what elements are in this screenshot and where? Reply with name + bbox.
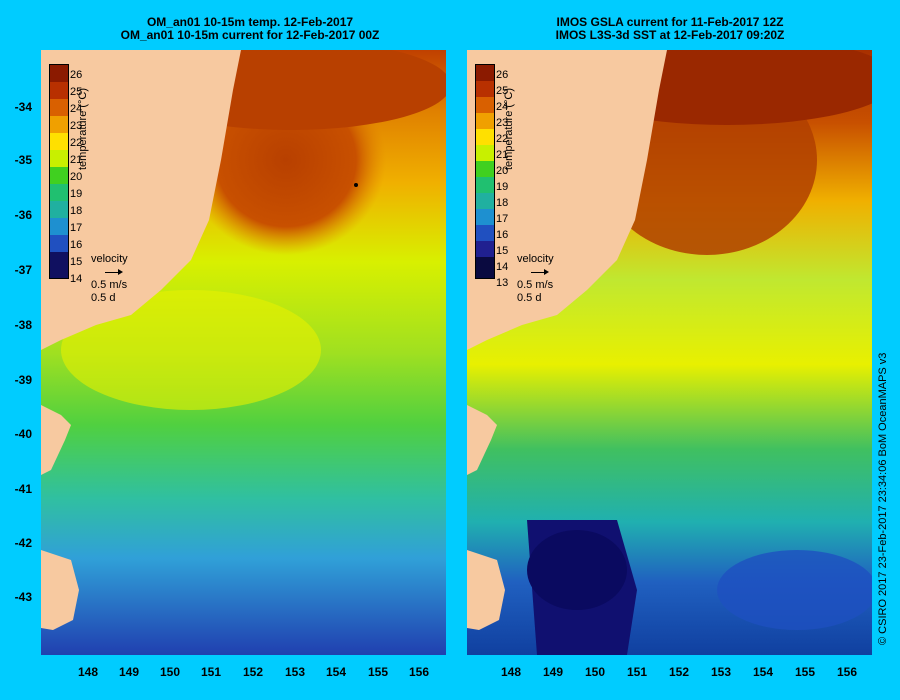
left-colorbar-label: temperature (°C) xyxy=(77,87,89,170)
left-cb-tick: 26 xyxy=(70,69,83,81)
right-map-svg xyxy=(467,50,872,655)
credit-text: © CSIRO 2017 23-Feb-2017 23:34:06 BoM Oc… xyxy=(877,352,889,645)
right-colorbar-label: temperature (°C) xyxy=(503,87,515,170)
y-tick: -38 xyxy=(14,318,32,332)
y-tick: -42 xyxy=(14,536,32,550)
x-tick: 148 xyxy=(77,665,99,679)
right-map-panel: 26 25 24 23 22 21 20 19 18 17 16 15 14 1… xyxy=(467,50,872,655)
right-velocity-scale: 0.5 m/s xyxy=(517,279,554,291)
x-tick: 150 xyxy=(584,665,606,679)
x-tick: 149 xyxy=(542,665,564,679)
y-tick: -35 xyxy=(14,153,32,167)
x-tick: 150 xyxy=(159,665,181,679)
x-tick: 153 xyxy=(710,665,732,679)
right-cb-tick: 14 xyxy=(496,261,509,273)
left-title-line2: OM_an01 10-15m current for 12-Feb-2017 0… xyxy=(120,28,380,42)
x-tick: 149 xyxy=(118,665,140,679)
left-cb-tick: 19 xyxy=(70,188,83,200)
left-cb-tick: 20 xyxy=(70,171,83,183)
velocity-arrow-icon xyxy=(531,268,549,275)
x-tick: 152 xyxy=(668,665,690,679)
right-velocity-time: 0.5 d xyxy=(517,292,542,304)
y-tick: -37 xyxy=(14,263,32,277)
x-tick: 155 xyxy=(367,665,389,679)
y-tick: -43 xyxy=(14,590,32,604)
left-velocity-scale: 0.5 m/s xyxy=(91,279,128,291)
left-map-panel: 26 25 24 23 22 21 20 19 18 17 16 15 14 t… xyxy=(41,50,446,655)
left-velocity-label: velocity xyxy=(91,253,128,265)
y-tick: -34 xyxy=(14,100,32,114)
right-cb-tick: 24 xyxy=(496,101,509,113)
right-cb-tick: 13 xyxy=(496,277,509,289)
right-cb-tick: 17 xyxy=(496,213,509,225)
x-tick: 154 xyxy=(752,665,774,679)
right-cb-tick: 16 xyxy=(496,229,509,241)
x-tick: 151 xyxy=(200,665,222,679)
right-cb-tick: 15 xyxy=(496,245,509,257)
velocity-arrow-icon xyxy=(105,268,123,275)
left-title-line1: OM_an01 10-15m temp. 12-Feb-2017 xyxy=(146,15,354,29)
left-cb-tick: 16 xyxy=(70,239,83,251)
x-tick: 153 xyxy=(284,665,306,679)
left-map-svg xyxy=(41,50,446,655)
right-cb-tick: 18 xyxy=(496,197,509,209)
left-panel-title: OM_an01 10-15m temp. 12-Feb-2017 OM_an01… xyxy=(60,16,440,42)
left-colorbar xyxy=(49,64,69,279)
left-cb-tick: 22 xyxy=(70,137,83,149)
x-tick: 152 xyxy=(242,665,264,679)
right-cb-tick: 19 xyxy=(496,181,509,193)
y-tick: -36 xyxy=(14,208,32,222)
y-tick: -41 xyxy=(14,482,32,496)
left-cb-tick: 17 xyxy=(70,222,83,234)
y-tick: -40 xyxy=(14,427,32,441)
left-cb-tick: 14 xyxy=(70,273,83,285)
left-cb-tick: 18 xyxy=(70,205,83,217)
left-velocity-legend: velocity 0.5 m/s 0.5 d xyxy=(91,253,128,305)
right-cb-tick: 22 xyxy=(496,133,509,145)
right-panel-title: IMOS GSLA current for 11-Feb-2017 12Z IM… xyxy=(480,16,860,42)
right-cb-tick: 20 xyxy=(496,165,509,177)
left-cb-tick: 25 xyxy=(70,86,83,98)
right-cb-tick: 23 xyxy=(496,117,509,129)
right-title-line2: IMOS L3S-3d SST at 12-Feb-2017 09:20Z xyxy=(555,28,785,42)
right-colorbar xyxy=(475,64,495,279)
left-cb-tick: 15 xyxy=(70,256,83,268)
x-tick: 154 xyxy=(325,665,347,679)
right-velocity-legend: velocity 0.5 m/s 0.5 d xyxy=(517,253,554,305)
right-cb-tick: 26 xyxy=(496,69,509,81)
x-tick: 155 xyxy=(794,665,816,679)
x-tick: 156 xyxy=(408,665,430,679)
left-cb-tick: 23 xyxy=(70,120,83,132)
y-tick: -39 xyxy=(14,373,32,387)
right-cb-tick: 21 xyxy=(496,149,509,161)
right-cb-tick: 25 xyxy=(496,85,509,97)
left-cb-tick: 24 xyxy=(70,103,83,115)
right-title-line1: IMOS GSLA current for 11-Feb-2017 12Z xyxy=(556,15,784,29)
x-tick: 151 xyxy=(626,665,648,679)
x-tick: 148 xyxy=(500,665,522,679)
right-velocity-label: velocity xyxy=(517,253,554,265)
x-tick: 156 xyxy=(836,665,858,679)
left-cb-tick: 21 xyxy=(70,154,83,166)
left-velocity-time: 0.5 d xyxy=(91,292,116,304)
